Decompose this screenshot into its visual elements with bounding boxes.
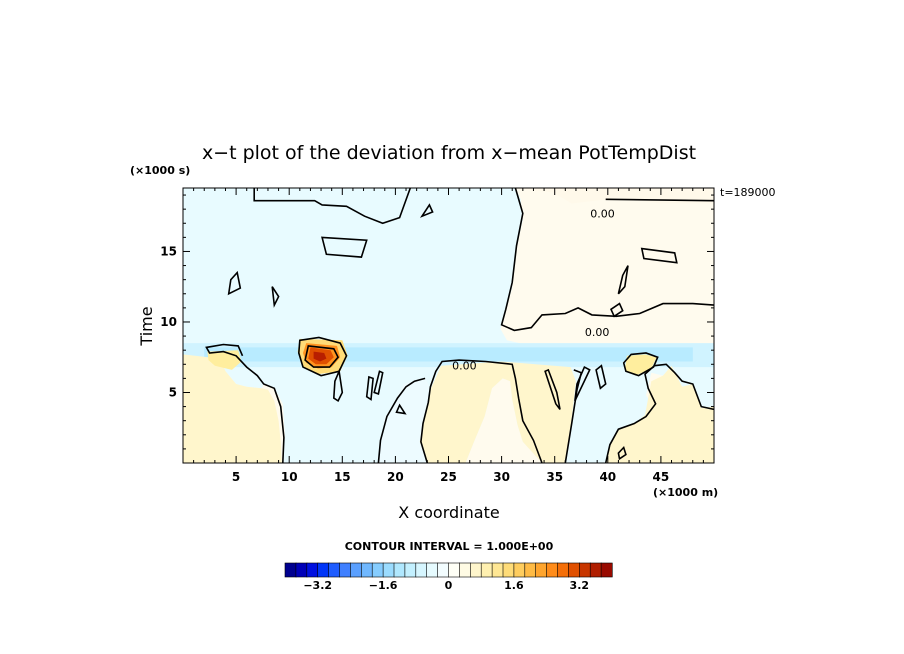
contour-right-upper xyxy=(500,187,715,332)
colorbar-swatch-7 xyxy=(360,562,373,578)
colorbar-swatch-9 xyxy=(382,562,395,578)
x-tick-label-3: 20 xyxy=(387,470,404,484)
zero-contours xyxy=(205,187,715,464)
colorbar-swatch-23 xyxy=(535,562,548,578)
contour-right-lower xyxy=(604,363,715,464)
colorbar-tick-label-1: −1.6 xyxy=(369,579,398,592)
y-tick-label-2: 15 xyxy=(160,244,177,258)
colorbar-swatch-6 xyxy=(350,562,362,578)
contour-blob-42 xyxy=(622,352,659,377)
colorbar xyxy=(284,562,613,578)
contour-spike-34 xyxy=(544,368,561,410)
x-tick-label-2: 15 xyxy=(334,470,351,484)
contour-20-vert xyxy=(377,377,426,464)
colorbar-swatch-22 xyxy=(524,562,537,578)
x-unit-label: (×1000 m) xyxy=(653,486,718,499)
contour-loop-40-10 xyxy=(609,302,624,318)
cool-band-core xyxy=(204,347,693,362)
colorbar-swatch-5 xyxy=(339,562,351,578)
contour-band-15 xyxy=(321,236,368,258)
contour-label-1: 0.00 xyxy=(585,326,610,339)
colorbar-swatch-3 xyxy=(317,562,330,578)
cool-region-main xyxy=(183,188,714,463)
colorbar-swatch-27 xyxy=(578,562,591,578)
colorbar-tick-labels: −3.2 −1.6 0 1.6 3.2 xyxy=(303,579,589,592)
contour-top-right xyxy=(605,198,715,202)
contour-hot-tail xyxy=(332,368,344,403)
x-tick-label-1: 10 xyxy=(281,470,298,484)
x-tick-label-7: 40 xyxy=(599,470,616,484)
x-tick-label-8: 45 xyxy=(653,470,670,484)
colorbar-swatch-10 xyxy=(393,562,406,578)
warm-region-left xyxy=(183,354,282,463)
colorbar-swatch-25 xyxy=(557,562,569,578)
colorbar-swatch-21 xyxy=(513,562,526,578)
contour-interval-text: CONTOUR INTERVAL = 1.000E+00 xyxy=(345,540,554,553)
x-tick-label-6: 35 xyxy=(546,470,563,484)
colorbar-tick-label-3: 1.6 xyxy=(504,579,524,592)
colorbar-tick-label-4: 3.2 xyxy=(570,579,590,592)
hot-blob-layer-3 xyxy=(313,351,327,362)
contour-loop-41 xyxy=(617,445,627,461)
x-tick-label-4: 25 xyxy=(440,470,457,484)
colorbar-swatch-13 xyxy=(426,562,439,578)
contour-label-2: 0.00 xyxy=(452,360,477,373)
x-tick-label-0: 5 xyxy=(232,470,240,484)
x-axis-label: X coordinate xyxy=(398,503,499,522)
contour-hot-inner xyxy=(304,345,340,368)
cool-top-left xyxy=(254,188,413,224)
chart-title: x−t plot of the deviation from x−mean Po… xyxy=(202,142,696,164)
colorbar-swatch-0 xyxy=(284,562,297,578)
colorbar-swatch-18 xyxy=(480,562,493,578)
contour-left xyxy=(205,343,285,464)
contour-line-44-15 xyxy=(640,247,678,264)
colorbar-swatch-12 xyxy=(415,562,428,578)
colorbar-swatch-11 xyxy=(404,562,417,578)
contour-labels: 0.00 0.00 0.00 xyxy=(452,207,615,372)
colorbar-swatch-14 xyxy=(437,562,450,578)
colorbar-tick-label-2: 0 xyxy=(445,579,453,592)
colorbar-swatch-15 xyxy=(448,562,460,578)
contour-spike-37 xyxy=(574,365,591,402)
contour-loop-23 xyxy=(419,203,434,218)
colorbar-swatch-28 xyxy=(589,562,602,578)
colorbar-swatch-24 xyxy=(546,562,559,578)
contour-loop-5 xyxy=(227,270,242,296)
contour-loop-41-13 xyxy=(617,265,629,295)
colorbar-swatch-1 xyxy=(295,562,308,578)
warm-blob-42 xyxy=(624,354,657,376)
y-tick-label-0: 5 xyxy=(169,385,177,399)
contour-spike-18 xyxy=(373,370,384,395)
colorbar-swatch-4 xyxy=(328,562,341,578)
colorbar-swatch-17 xyxy=(469,562,482,578)
plot-area: 0.00 0.00 0.00 5 10 15 20 25 30 35 40 45 5 10 15 xyxy=(160,187,715,484)
colorbar-swatch-8 xyxy=(371,562,384,578)
contour-loop-8 xyxy=(271,286,280,308)
time-stamp: t=189000 xyxy=(720,186,776,199)
colorbar-tick-label-0: −3.2 xyxy=(303,579,332,592)
warm-region-center xyxy=(419,361,576,463)
x-tick-label-5: 30 xyxy=(493,470,510,484)
contour-spike-39 xyxy=(595,364,607,390)
colorbar-swatch-2 xyxy=(306,562,319,578)
colorbar-swatch-19 xyxy=(491,562,504,578)
cool-strip-20 xyxy=(378,378,431,463)
colorbar-swatch-29 xyxy=(600,562,613,578)
contour-center xyxy=(420,359,543,464)
colorbar-swatch-16 xyxy=(459,562,471,578)
y-axis-label: Time xyxy=(137,306,156,346)
colorbar-swatch-26 xyxy=(568,562,580,578)
y-axis-ticks: 5 10 15 xyxy=(160,194,714,450)
colorbar-swatch-20 xyxy=(502,562,515,578)
contour-loop-20 xyxy=(395,403,407,415)
contour-top-left xyxy=(253,187,412,225)
x-axis-ticks: 5 10 15 20 25 30 35 40 45 xyxy=(193,188,704,484)
y-unit-label: (×1000 s) xyxy=(130,164,190,177)
contour-label-0: 0.00 xyxy=(590,207,615,220)
y-tick-label-1: 10 xyxy=(160,315,177,329)
contour-spike-17 xyxy=(365,375,374,401)
